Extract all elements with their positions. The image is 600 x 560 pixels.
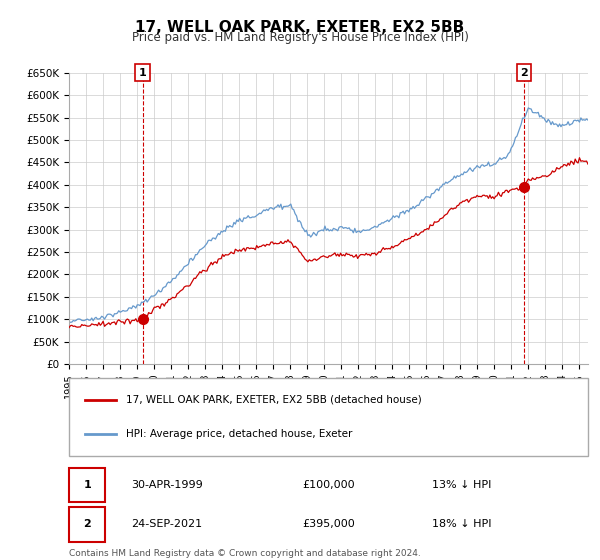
FancyBboxPatch shape	[69, 507, 106, 542]
FancyBboxPatch shape	[69, 468, 106, 502]
FancyBboxPatch shape	[69, 378, 588, 456]
Text: 2: 2	[83, 519, 91, 529]
Text: 17, WELL OAK PARK, EXETER, EX2 5BB: 17, WELL OAK PARK, EXETER, EX2 5BB	[136, 20, 464, 35]
Text: 30-APR-1999: 30-APR-1999	[131, 480, 203, 490]
Text: £395,000: £395,000	[302, 519, 355, 529]
Text: 13% ↓ HPI: 13% ↓ HPI	[432, 480, 491, 490]
Text: 24-SEP-2021: 24-SEP-2021	[131, 519, 202, 529]
Text: 18% ↓ HPI: 18% ↓ HPI	[432, 519, 492, 529]
Text: 2: 2	[520, 68, 528, 78]
Text: £100,000: £100,000	[302, 480, 355, 490]
Text: HPI: Average price, detached house, Exeter: HPI: Average price, detached house, Exet…	[126, 430, 352, 440]
Text: Price paid vs. HM Land Registry's House Price Index (HPI): Price paid vs. HM Land Registry's House …	[131, 31, 469, 44]
Text: 1: 1	[139, 68, 146, 78]
Text: 1: 1	[83, 480, 91, 490]
Text: Contains HM Land Registry data © Crown copyright and database right 2024.: Contains HM Land Registry data © Crown c…	[69, 549, 421, 558]
Text: 17, WELL OAK PARK, EXETER, EX2 5BB (detached house): 17, WELL OAK PARK, EXETER, EX2 5BB (deta…	[126, 395, 422, 405]
